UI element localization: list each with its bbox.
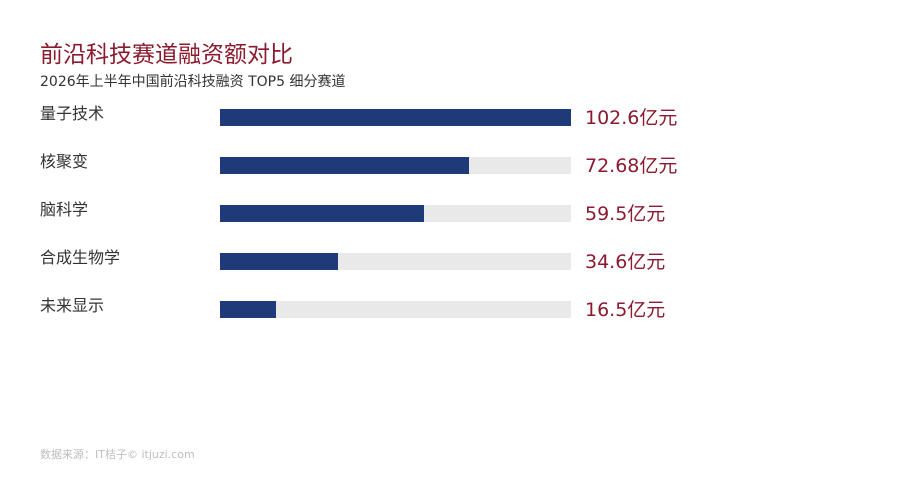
- bar-track: [220, 205, 571, 222]
- category-label: 合成生物学: [40, 248, 121, 267]
- bar-row: 未来显示 16.5亿元: [0, 296, 900, 322]
- bar: [220, 253, 339, 270]
- bar-row: 合成生物学 34.6亿元: [0, 248, 900, 274]
- value-label: 72.68亿元: [585, 155, 678, 177]
- value-label: 16.5亿元: [585, 299, 666, 321]
- value-label: 34.6亿元: [585, 251, 666, 273]
- bar-track: [220, 301, 571, 318]
- chart-title: 前沿科技赛道融资额对比: [40, 42, 293, 68]
- category-label: 脑科学: [40, 200, 89, 219]
- bar: [220, 205, 424, 222]
- bar-row: 量子技术 102.6亿元: [0, 104, 900, 130]
- category-label: 核聚变: [40, 152, 89, 171]
- bar-track: [220, 253, 571, 270]
- bar: [220, 157, 469, 174]
- bar: [220, 301, 277, 318]
- value-label: 102.6亿元: [585, 107, 678, 129]
- category-label: 未来显示: [40, 296, 105, 315]
- value-label: 59.5亿元: [585, 203, 666, 225]
- chart-subtitle: 2026年上半年中国前沿科技融资 TOP5 细分赛道: [40, 74, 346, 90]
- category-label: 量子技术: [40, 104, 105, 123]
- bar-track: [220, 157, 571, 174]
- bar-track: [220, 109, 571, 126]
- bar: [220, 109, 571, 126]
- bar-row: 核聚变 72.68亿元: [0, 152, 900, 178]
- source-note: 数据来源：IT桔子© itjuzi.com: [40, 448, 195, 461]
- bar-row: 脑科学 59.5亿元: [0, 200, 900, 226]
